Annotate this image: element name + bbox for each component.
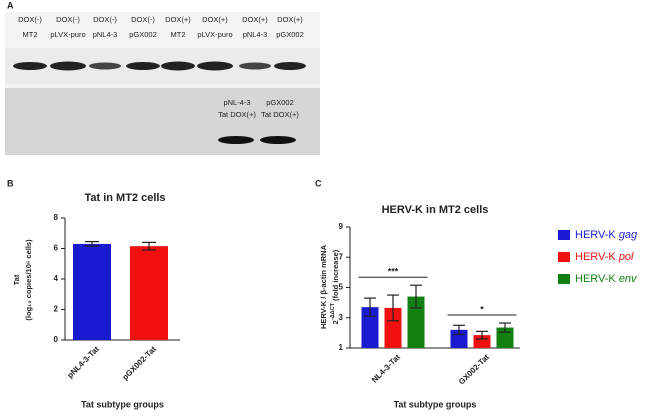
lane-sample: pGX002 <box>276 30 304 39</box>
lane-sample: pNL4-3 <box>243 30 268 39</box>
bar <box>361 307 379 348</box>
y-axis-label: (log₁₀ copies/10⁶ cells) <box>24 239 33 321</box>
band <box>13 62 47 70</box>
blot-label: Tat DOX(+) <box>218 110 256 119</box>
band <box>260 136 296 144</box>
lane-treatment: DOX(-) <box>93 15 117 24</box>
error-bar <box>364 297 376 317</box>
y-tick-label: 2 <box>54 305 59 314</box>
lane-treatment: DOX(+) <box>202 15 228 24</box>
panel-label: C <box>315 178 322 188</box>
y-axis-label: 2-ΔΔCT (fold increase) <box>330 249 340 324</box>
lane-treatment: DOX(+) <box>277 15 303 24</box>
error-bar <box>387 294 399 322</box>
bar <box>407 296 425 348</box>
lower-blot <box>5 88 320 155</box>
y-tick-label: 1 <box>339 343 344 352</box>
lane-treatment: DOX(-) <box>131 15 155 24</box>
x-axis-label: Tat subtype groups <box>81 399 164 409</box>
lane-treatment: DOX(+) <box>165 15 191 24</box>
x-axis-label: Tat subtype groups <box>394 399 477 409</box>
lane-sample: pNL4-3 <box>93 30 118 39</box>
error-bar <box>476 330 488 340</box>
band <box>89 62 121 70</box>
blot-label: pGX002 <box>266 98 294 107</box>
chart-title: HERV-K in MT2 cells <box>382 204 489 216</box>
error-bar <box>410 284 422 309</box>
band <box>161 61 195 71</box>
error-bar <box>142 241 156 251</box>
legend-swatch <box>558 252 570 262</box>
legend-label: HERV-K env <box>575 273 638 285</box>
bar <box>384 307 402 348</box>
band <box>218 136 254 144</box>
y-tick-label: 7 <box>339 252 344 261</box>
y-tick-label: 6 <box>54 244 59 253</box>
band <box>50 61 86 71</box>
bar <box>73 243 111 340</box>
y-tick-label: 4 <box>54 274 59 283</box>
bar <box>130 246 168 340</box>
lane-sample: MT2 <box>171 30 186 39</box>
significance: *** <box>388 267 399 277</box>
error-bar <box>499 322 511 333</box>
chart-title: Tat in MT2 cells <box>84 192 165 204</box>
y-tick-label: 5 <box>339 283 344 292</box>
band <box>239 62 271 70</box>
lane-sample: pGX002 <box>129 30 157 39</box>
upper-bands <box>13 61 306 71</box>
error-bar <box>85 241 99 247</box>
y-axis-label: Tat <box>12 274 21 285</box>
lane-treatment: DOX(+) <box>242 15 268 24</box>
y-tick-label: 9 <box>339 222 344 231</box>
band <box>274 62 306 70</box>
legend-label: HERV-K gag <box>575 229 638 241</box>
panel-label: B <box>7 178 14 188</box>
lane-treatment: DOX(-) <box>18 15 42 24</box>
y-tick-label: 0 <box>54 335 59 344</box>
significance: * <box>480 304 484 314</box>
legend-label: HERV-K pol <box>575 251 634 263</box>
blot-label: pNL-4-3 <box>223 98 250 107</box>
error-bar <box>453 324 465 335</box>
lane-treatment: DOX(-) <box>56 15 80 24</box>
y-tick-label: 3 <box>339 313 344 322</box>
y-axis-label: HERV-K / β-actin mRNA <box>319 244 328 329</box>
blot-label: Tat DOX(+) <box>261 110 299 119</box>
y-tick-label: 8 <box>54 213 59 222</box>
legend-swatch <box>558 274 570 284</box>
lane-sample: MT2 <box>23 30 38 39</box>
legend-swatch <box>558 230 570 240</box>
lane-sample: pLVX-puro <box>197 30 232 39</box>
lane-sample: pLVX-puro <box>50 30 85 39</box>
band <box>126 62 160 70</box>
band <box>197 61 233 71</box>
panel-label: A <box>7 0 14 10</box>
